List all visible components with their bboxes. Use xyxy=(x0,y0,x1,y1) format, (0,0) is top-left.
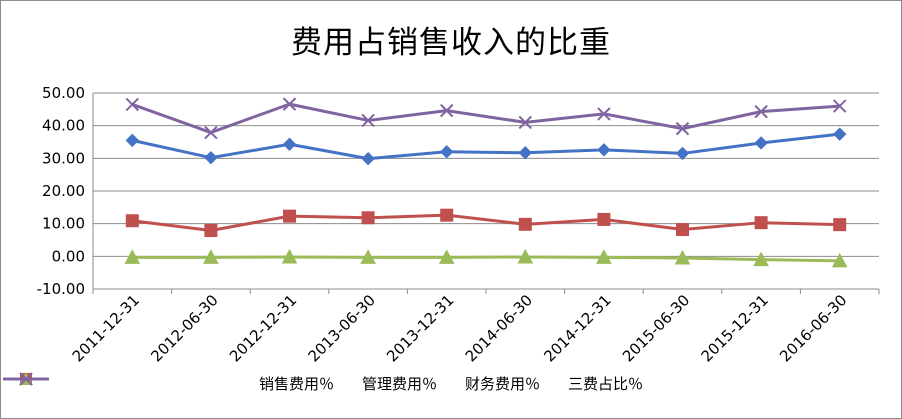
data-point-series-2 xyxy=(440,208,454,222)
data-point-series-3 xyxy=(753,251,769,267)
data-point-series-2 xyxy=(204,224,218,238)
series-line-2 xyxy=(132,213,840,233)
data-point-series-1 xyxy=(204,150,218,165)
legend-item-3: 财务费用％ xyxy=(3,372,541,394)
data-point-series-4 xyxy=(832,99,847,113)
data-point-series-3 xyxy=(831,252,848,268)
data-point-series-3 xyxy=(517,248,534,264)
data-point-series-3 xyxy=(203,249,219,264)
legend-label: 财务费用％ xyxy=(465,374,541,393)
data-point-series-2 xyxy=(361,211,375,225)
data-point-series-1 xyxy=(597,143,611,157)
legend-swatch xyxy=(3,372,49,386)
data-point-series-1 xyxy=(675,146,690,161)
legend-item-4: 三费占比％ xyxy=(3,372,644,394)
data-point-series-2 xyxy=(754,216,768,230)
legend-label: 销售费用％ xyxy=(258,374,334,393)
x-tick-label: 2012-06-30 xyxy=(147,291,221,365)
data-point-series-3 xyxy=(438,249,455,264)
chart-legend: 销售费用％ 管理费用％ 财务费用％ 三费占比％ xyxy=(1,371,901,395)
data-point-series-3 xyxy=(674,249,691,265)
data-point-series-2 xyxy=(833,218,847,232)
y-tick-label: -10.00 xyxy=(37,280,85,298)
data-point-series-3 xyxy=(281,248,298,264)
data-point-series-2 xyxy=(518,217,532,231)
y-tick-label: 50.00 xyxy=(42,84,85,102)
legend-item-1: 销售费用％ xyxy=(3,373,334,394)
data-point-series-3 xyxy=(596,249,612,264)
x-tick-label: 2012-12-31 xyxy=(226,291,300,365)
data-point-series-1 xyxy=(282,137,297,151)
chart-title: 费用占销售收入的比重 xyxy=(291,25,611,61)
data-point-series-4 xyxy=(204,125,218,140)
data-point-series-4 xyxy=(125,97,140,112)
y-tick-label: 40.00 xyxy=(42,117,85,135)
data-point-series-3 xyxy=(124,249,141,264)
data-point-series-3 xyxy=(360,249,376,264)
data-point-series-1 xyxy=(832,127,847,141)
y-tick-label: 20.00 xyxy=(42,182,85,200)
data-point-series-4 xyxy=(597,107,611,121)
x-tick-label: 2015-06-30 xyxy=(619,291,693,365)
y-tick-label: 30.00 xyxy=(42,149,85,167)
legend-item-2: 管理费用％ xyxy=(3,373,437,394)
x-tick-label: 2015-12-31 xyxy=(698,291,772,365)
y-tick-label: 10.00 xyxy=(42,215,85,233)
x-tick-label: 2013-12-31 xyxy=(383,291,457,365)
series-line-4 xyxy=(131,102,840,135)
data-point-series-4 xyxy=(439,103,454,118)
x-tick-label: 2016-06-30 xyxy=(776,291,850,365)
data-point-series-2 xyxy=(125,214,139,228)
x-tick-label: 2014-06-30 xyxy=(462,291,536,365)
data-point-series-2 xyxy=(283,209,296,223)
data-point-series-1 xyxy=(754,136,768,150)
legend-label: 三费占比％ xyxy=(568,374,644,393)
series-line-1 xyxy=(131,132,840,161)
data-point-series-1 xyxy=(361,151,375,166)
data-point-series-2 xyxy=(676,223,689,237)
x-tick-label: 2013-06-30 xyxy=(305,291,379,365)
data-point-series-4 xyxy=(518,115,533,130)
x-tick-label: 2011-12-31 xyxy=(69,291,143,365)
data-point-series-2 xyxy=(597,212,611,226)
data-point-series-4 xyxy=(754,104,768,119)
legend-label: 管理费用％ xyxy=(361,374,437,393)
data-point-series-4 xyxy=(282,97,297,111)
data-point-series-4 xyxy=(675,121,690,136)
data-point-series-1 xyxy=(518,146,533,160)
y-tick-label: 0.00 xyxy=(52,247,85,265)
series-line-3 xyxy=(132,255,840,263)
data-point-series-4 xyxy=(361,113,375,128)
data-point-series-1 xyxy=(439,145,454,159)
x-tick-label: 2014-12-31 xyxy=(540,291,614,365)
data-point-series-1 xyxy=(125,133,140,148)
